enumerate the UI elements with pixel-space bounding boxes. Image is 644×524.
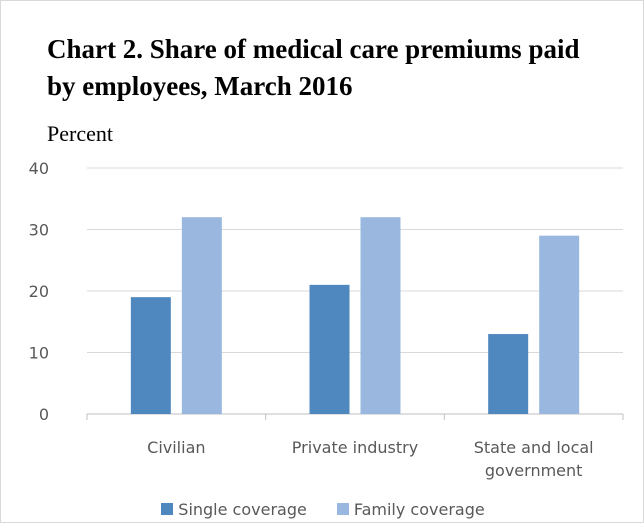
legend-label: Family coverage: [353, 499, 485, 519]
bar-family-coverage-1: [360, 217, 401, 414]
x-category-label: government: [485, 461, 583, 480]
bar-family-coverage-2: [539, 235, 580, 414]
legend-swatch: [336, 503, 349, 515]
legend-swatch: [161, 503, 174, 515]
bar-single-coverage-1: [309, 284, 350, 414]
x-category-label: Civilian: [147, 438, 205, 457]
chart-title: Chart 2. Share of medical care premiums …: [47, 34, 580, 101]
y-tick-label: 30: [29, 221, 49, 240]
bar-single-coverage-0: [130, 297, 171, 414]
x-category-label: Private industry: [292, 438, 418, 457]
bar-single-coverage-2: [488, 334, 529, 414]
y-tick-label: 0: [39, 405, 49, 424]
legend-label: Single coverage: [178, 499, 307, 519]
y-tick-label: 10: [29, 344, 49, 363]
y-tick-label: 20: [29, 282, 49, 301]
y-axis-label: Percent: [47, 121, 113, 146]
y-tick-label: 40: [29, 159, 49, 178]
legend: Single coverage Family coverage: [1, 497, 644, 521]
legend-item: Single coverage: [161, 500, 307, 519]
x-category-label: State and local: [474, 438, 594, 457]
legend-item: Family coverage: [336, 499, 485, 519]
bar-family-coverage-0: [181, 217, 222, 414]
